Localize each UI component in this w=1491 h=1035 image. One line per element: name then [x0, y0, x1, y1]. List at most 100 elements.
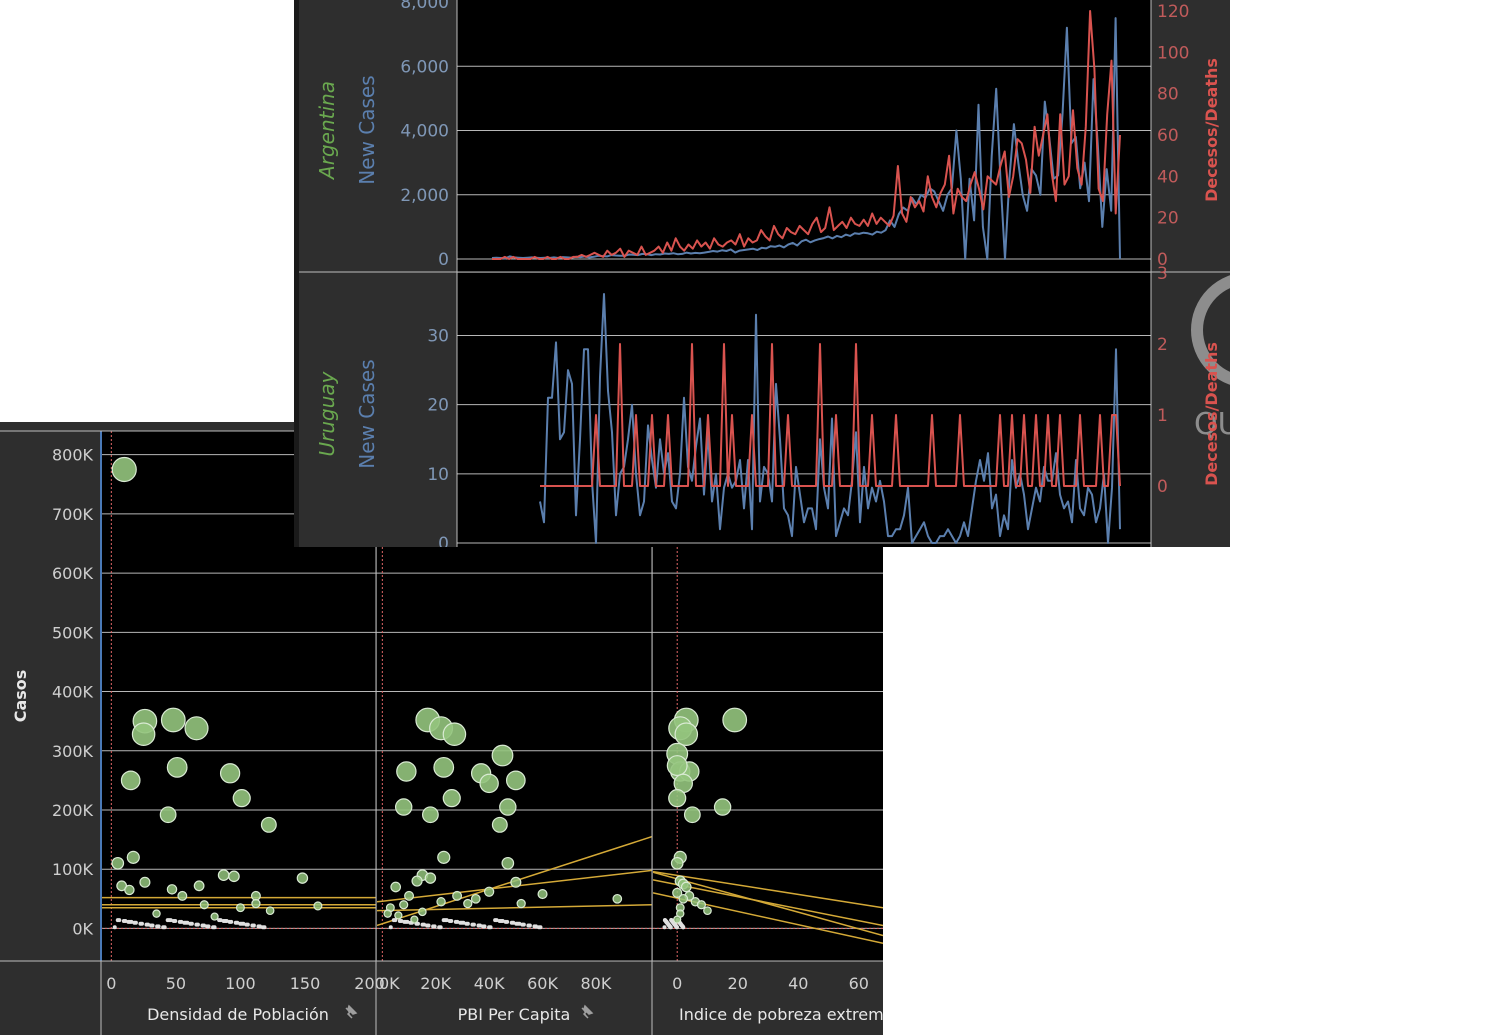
data-point	[441, 918, 446, 923]
data-point	[666, 755, 688, 777]
data-point	[458, 920, 463, 925]
data-point	[238, 921, 243, 926]
y-tick-label: 100K	[52, 860, 94, 879]
data-point	[256, 924, 261, 929]
right-tick-label: 0	[1157, 250, 1168, 270]
data-point	[667, 923, 672, 928]
data-point	[251, 898, 261, 909]
watermark-text: QU	[1194, 407, 1230, 442]
data-point	[421, 806, 439, 824]
scatter-panel-1	[377, 431, 652, 961]
data-point	[404, 890, 415, 901]
data-point	[470, 922, 475, 927]
x-tick-label: 0	[106, 974, 116, 993]
data-point	[499, 798, 517, 816]
data-point	[383, 909, 392, 918]
data-point	[683, 806, 701, 824]
data-point	[132, 920, 137, 925]
data-point	[193, 880, 205, 892]
data-point	[433, 756, 455, 778]
data-point	[425, 923, 430, 928]
data-point	[424, 872, 437, 884]
data-point	[476, 923, 481, 928]
left-tick-label: 0	[438, 250, 449, 270]
left-tick-label: 30	[427, 327, 449, 347]
data-point	[481, 924, 486, 929]
scatter-panel-0	[101, 431, 376, 961]
data-point	[470, 893, 481, 904]
watermark-logo: QU	[1191, 275, 1230, 442]
timeseries-window: Argentina New Cases Decesos/Deaths Urugu…	[294, 0, 1230, 547]
right-tick-label: 40	[1157, 167, 1179, 187]
pin-icon[interactable]	[345, 1004, 358, 1019]
data-point	[177, 890, 188, 901]
x-tick-label: 20	[728, 974, 748, 993]
data-point	[219, 763, 241, 784]
right-tick-label: 1	[1157, 406, 1168, 426]
data-point	[497, 919, 502, 924]
data-point	[493, 918, 498, 923]
data-point	[205, 924, 210, 929]
x-axis-title-gdp[interactable]: PBI Per Capita	[458, 1005, 571, 1024]
data-point	[200, 923, 205, 928]
data-point	[479, 773, 499, 794]
data-point	[501, 856, 515, 870]
left-tick-label: 20	[427, 396, 449, 416]
pin-icon[interactable]	[581, 1004, 594, 1019]
data-point	[394, 911, 403, 920]
data-point	[680, 881, 692, 893]
data-point	[678, 893, 689, 904]
data-point	[159, 806, 177, 824]
trend-line	[653, 870, 883, 909]
data-point	[514, 921, 519, 926]
data-point	[411, 875, 423, 887]
y-axis-title: Casos	[11, 670, 30, 723]
data-point	[144, 922, 149, 927]
data-point	[313, 901, 323, 911]
data-point	[211, 925, 216, 930]
data-point	[491, 816, 508, 833]
data-point	[399, 900, 409, 910]
data-point	[668, 789, 687, 808]
data-point	[536, 925, 541, 930]
data-point	[664, 919, 669, 924]
data-point	[160, 707, 186, 733]
data-point	[464, 921, 469, 926]
data-point	[112, 925, 117, 930]
y-tick-label: 800K	[52, 446, 94, 465]
data-point	[265, 906, 275, 916]
data-point	[126, 919, 131, 924]
data-point	[696, 900, 707, 910]
x-axis-title-poverty[interactable]: Indice de pobreza extrem	[679, 1005, 883, 1024]
data-point	[296, 872, 309, 884]
data-point	[221, 919, 226, 924]
x-tick-label: 100	[225, 974, 256, 993]
data-point	[149, 923, 154, 928]
data-point	[537, 889, 548, 900]
data-point	[703, 906, 712, 916]
data-point	[452, 890, 463, 901]
right-tick-label: 100	[1157, 43, 1189, 63]
x-tick-label: 0	[672, 974, 682, 993]
data-point	[260, 925, 265, 930]
data-point	[673, 915, 682, 924]
data-point	[138, 921, 143, 926]
data-point	[182, 920, 187, 925]
data-point	[722, 707, 748, 733]
data-point	[397, 919, 402, 924]
right-tick-label: 120	[1157, 2, 1189, 22]
data-point	[670, 856, 684, 870]
data-point	[491, 744, 514, 767]
data-point	[437, 850, 451, 864]
data-point	[166, 756, 188, 778]
data-point	[674, 924, 679, 929]
data-point	[121, 919, 126, 924]
x-axis-title-density[interactable]: Densidad de Población	[147, 1005, 329, 1024]
data-point	[418, 907, 427, 917]
right-tick-label: 0	[1157, 477, 1168, 497]
cases-line	[491, 17, 1121, 260]
data-point	[171, 919, 176, 924]
data-point	[244, 922, 249, 927]
data-point	[227, 919, 232, 924]
data-point	[126, 850, 140, 864]
